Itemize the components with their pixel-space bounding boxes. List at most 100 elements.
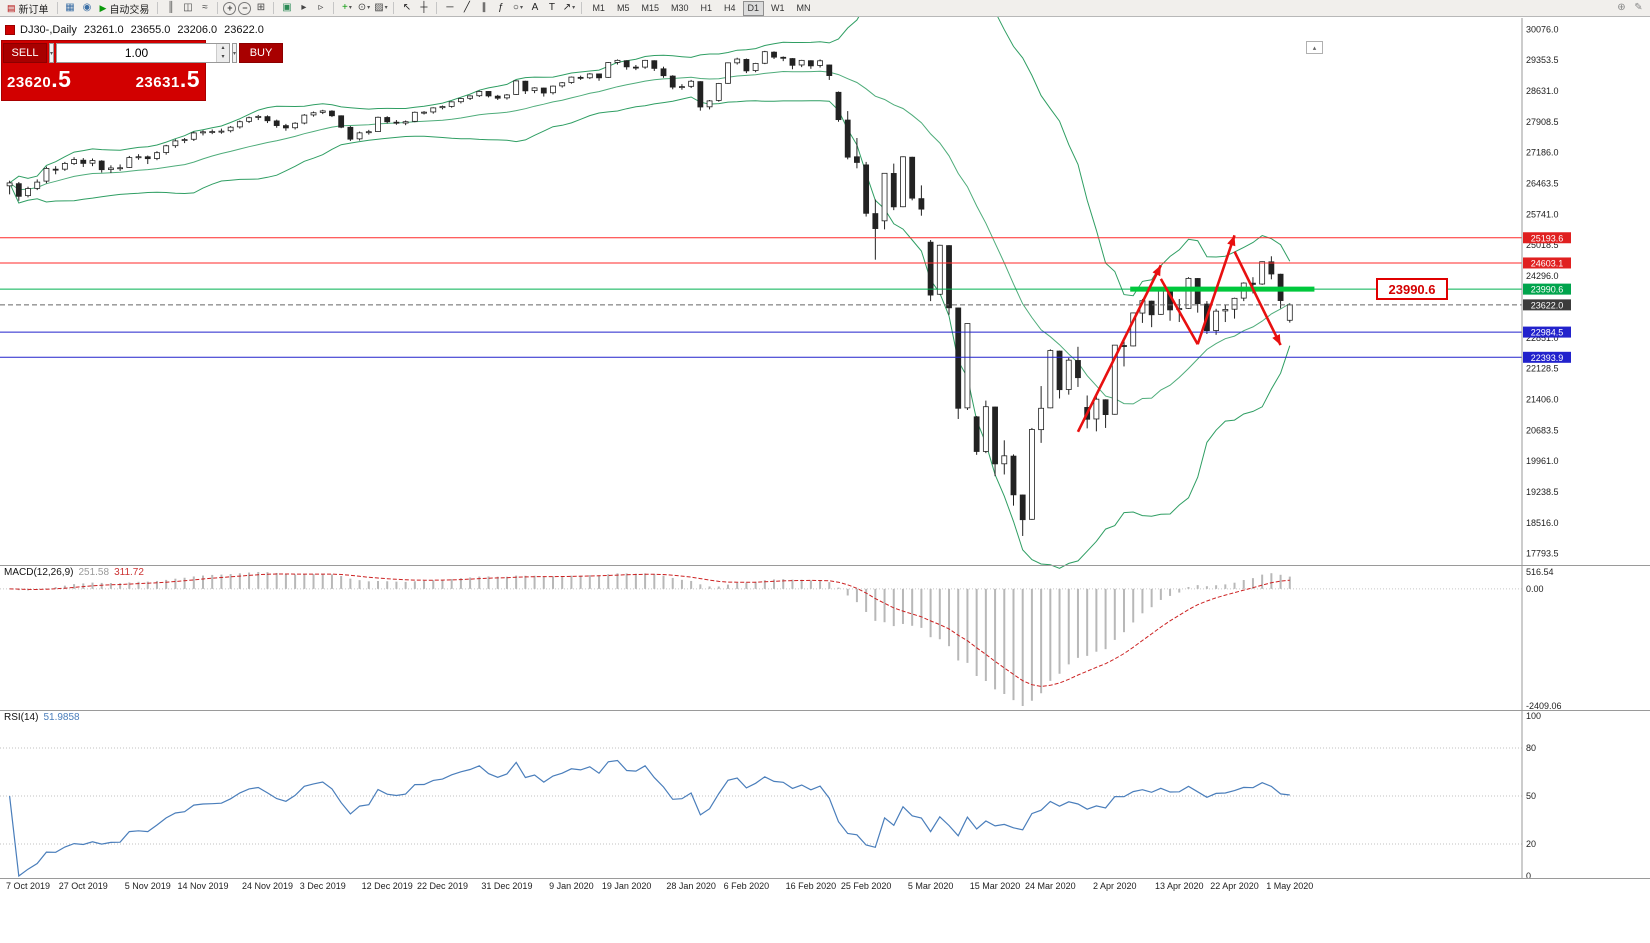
label-icon[interactable]: T [548,2,555,13]
svg-text:28 Jan 2020: 28 Jan 2020 [666,881,716,891]
sell-button[interactable]: SELL [3,43,47,63]
svg-text:7 Oct 2019: 7 Oct 2019 [6,881,50,891]
candlestick-chart-icon[interactable]: ◫ [183,2,193,13]
svg-text:24 Mar 2020: 24 Mar 2020 [1025,881,1076,891]
bar-chart-icon[interactable]: ║ [167,2,175,13]
buy-options-dropdown[interactable]: ▾ [232,43,238,63]
fibonacci-icon[interactable]: ƒ [498,2,504,13]
svg-text:27186.0: 27186.0 [1526,148,1559,158]
svg-text:0.00: 0.00 [1526,584,1544,594]
one-click-trading-panel: SELL ▾ ▴ ▾ ▾ BUY 23620.5 23631.5 [1,40,284,101]
shapes-icon[interactable]: ○ ▾ [512,2,523,13]
timeframe-h4[interactable]: H4 [724,2,736,13]
timeframe-m30[interactable]: M30 [670,2,689,13]
trendline-icon[interactable]: ╱ [463,2,470,13]
cursor-icon[interactable]: ↖ [402,2,412,13]
volume-input-wrap: ▴ ▾ [56,43,231,63]
svg-text:-2409.06: -2409.06 [1526,701,1562,711]
add-indicator-icon-caret: ▾ [348,5,352,11]
svg-text:100: 100 [1526,711,1541,721]
svg-text:24 Nov 2019: 24 Nov 2019 [242,881,293,891]
svg-text:20683.5: 20683.5 [1526,425,1559,435]
tile-windows-icon[interactable]: ▣ [282,2,292,13]
svg-text:12 Dec 2019: 12 Dec 2019 [362,881,413,891]
ohlc-low: 23206.0 [177,24,218,36]
templates-icon[interactable]: ▨ ▾ [374,2,388,13]
svg-text:6 Feb 2020: 6 Feb 2020 [724,881,770,891]
svg-text:5 Nov 2019: 5 Nov 2019 [125,881,171,891]
hline-icon[interactable]: ─ [446,2,454,13]
text-icon[interactable]: A [531,2,539,13]
svg-text:23990.6: 23990.6 [1531,285,1564,295]
zoom-tool-icon[interactable]: ⊕ [1617,2,1626,13]
date-axis[interactable]: 7 Oct 2019 27 Oct 2019 5 Nov 2019 14 Nov 20… [6,881,1313,891]
timeframe-m5[interactable]: M5 [616,2,630,13]
svg-text:28631.0: 28631.0 [1526,86,1559,96]
arrows-icon-caret: ▾ [572,5,576,11]
periods-icon[interactable]: ⊙ ▾ [357,2,371,13]
zoom-in-icon[interactable]: + [223,1,237,15]
grid-icon[interactable]: ⊞ [256,2,266,13]
volume-up-button[interactable]: ▴ [217,44,230,53]
market-watch-icon[interactable]: ▦ [65,2,75,13]
svg-text:516.54: 516.54 [1526,567,1554,577]
navigator-icon[interactable]: ◉ [82,2,92,13]
timeframe-m15[interactable]: M15 [641,2,659,13]
svg-text:21406.0: 21406.0 [1526,394,1559,404]
svg-text:25193.6: 25193.6 [1531,233,1564,243]
rsi-indicator-label: RSI(14) 51.9858 [4,712,80,723]
timeframe-h1[interactable]: H1 [700,2,713,13]
auto-trading-button[interactable]: ▶ 自动交易 [96,1,154,16]
trade-panel-controls: SELL ▾ ▴ ▾ ▾ BUY [1,40,284,64]
hlines-layer[interactable]: 25193.6 24603.1 23990.6 23622.0 22984.5 22393… [0,232,1571,363]
chart-shift-icon[interactable]: ▹ [318,2,324,13]
svg-text:13 Apr 2020: 13 Apr 2020 [1155,881,1204,891]
auto-scroll-icon[interactable]: ▸ [301,2,307,13]
new-order-button-label: 新订单 [18,4,49,16]
sell-options-dropdown[interactable]: ▾ [49,43,55,63]
toolbar-separator [217,2,219,14]
volume-input[interactable] [57,44,217,62]
svg-text:25 Feb 2020: 25 Feb 2020 [841,881,892,891]
price-level-flag[interactable]: 23990.6 [1376,278,1448,300]
arrows-icon[interactable]: ↗ ▾ [562,2,576,13]
panel-toggle-button[interactable]: ▴ [1306,41,1323,54]
timeframe-d1[interactable]: D1 [742,0,765,16]
buy-button[interactable]: BUY [239,43,284,63]
new-order-button-icon: ▤ [7,2,16,13]
shapes-icon-caret: ▾ [519,5,523,11]
volume-down-button[interactable]: ▾ [217,53,230,62]
svg-text:2 Apr 2020: 2 Apr 2020 [1093,881,1137,891]
volume-spinner: ▴ ▾ [216,44,230,62]
edit-tool-icon[interactable]: ✎ [1634,2,1643,13]
svg-text:24603.1: 24603.1 [1531,258,1564,268]
toolbar-separator [56,2,58,14]
svg-text:22984.5: 22984.5 [1531,328,1564,338]
new-order-button[interactable]: ▤ 新订单 [3,1,53,16]
crosshair-icon[interactable]: ┼ [420,2,428,13]
periods-icon-caret: ▾ [367,5,371,11]
auto-trading-button-label: 自动交易 [109,4,150,16]
timeframe-m1[interactable]: M1 [592,2,605,13]
svg-text:25741.0: 25741.0 [1526,209,1559,219]
channel-icon[interactable]: ∥ [481,2,487,13]
trend-annotation[interactable] [1076,234,1282,433]
buy-price: 23631.5 [135,66,200,92]
add-indicator-icon[interactable]: + ▾ [342,2,352,13]
svg-text:18516.0: 18516.0 [1526,518,1559,528]
svg-text:1 May 2020: 1 May 2020 [1266,881,1313,891]
timeframe-mn[interactable]: MN [796,2,811,13]
zoom-out-icon[interactable]: − [238,1,252,15]
macd-main-value: 251.58 [78,567,110,578]
svg-text:22128.5: 22128.5 [1526,364,1559,374]
candles-layer [6,50,1293,536]
macd-indicator-label: MACD(12,26,9) 251.58 311.72 [4,567,144,578]
line-chart-icon[interactable]: ≈ [202,2,208,13]
symbol-name: DJ30-,Daily [20,24,77,36]
rsi-panel: 100 80 50 20 0 [0,711,1541,881]
timeframe-w1[interactable]: W1 [771,2,785,13]
chart-title: DJ30-,Daily 23261.0 23655.0 23206.0 2362… [5,24,264,36]
svg-text:3 Dec 2019: 3 Dec 2019 [300,881,346,891]
